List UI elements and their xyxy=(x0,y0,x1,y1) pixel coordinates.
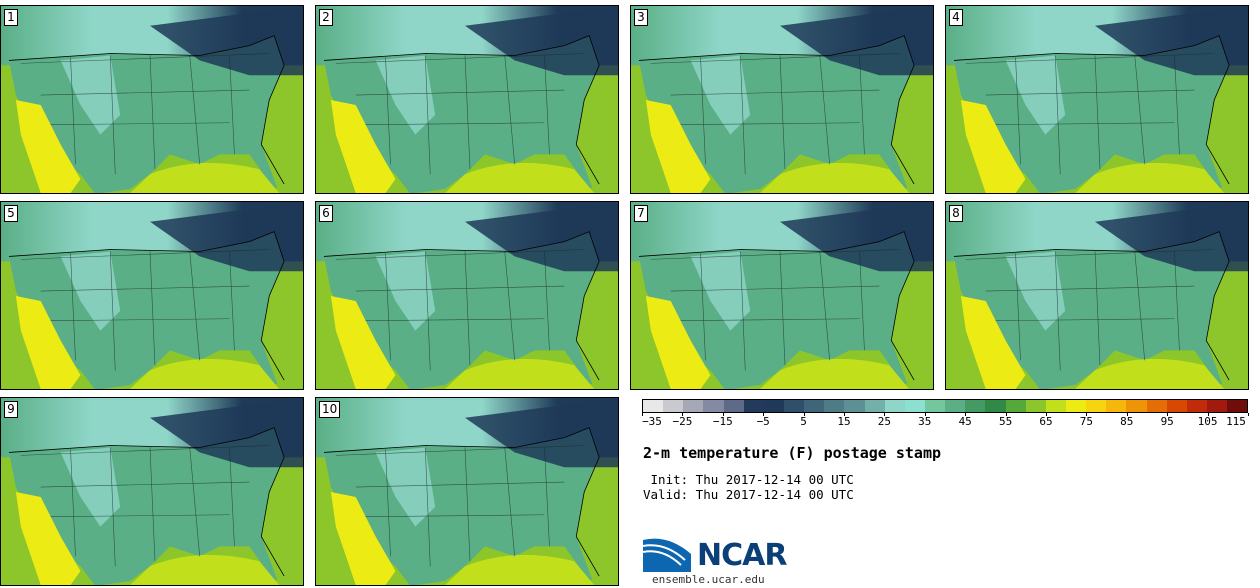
member-label: 3 xyxy=(634,9,648,26)
colorbar-segment xyxy=(924,400,946,412)
colorbar-segment xyxy=(663,400,684,412)
colorbar-tick-label: 45 xyxy=(958,415,972,428)
member-label: 5 xyxy=(4,205,18,222)
colorbar-tick-label: −25 xyxy=(672,415,693,428)
ncar-logo-text: NCAR xyxy=(697,538,787,573)
colorbar-tick-mark xyxy=(1126,413,1128,416)
colorbar-segment xyxy=(1086,400,1107,412)
site-url: ensemble.ucar.edu xyxy=(652,573,765,586)
colorbar-segment xyxy=(904,400,925,412)
colorbar-tick-label: 65 xyxy=(1039,415,1053,428)
colorbar-segment xyxy=(864,400,885,412)
colorbar-segment xyxy=(1146,400,1167,412)
colorbar-segment xyxy=(884,400,905,412)
colorbar-tick-mark xyxy=(1207,413,1209,416)
colorbar-tick-mark xyxy=(642,413,643,416)
member-label: 4 xyxy=(949,9,963,26)
map-panel-6: 6 xyxy=(315,201,619,390)
colorbar-tick-label: −35 xyxy=(642,415,662,428)
colorbar-segment xyxy=(1025,400,1046,412)
init-time: Init: Thu 2017-12-14 00 UTC xyxy=(643,472,854,487)
colorbar-tick-label: 25 xyxy=(877,415,892,428)
colorbar-tick-mark xyxy=(1167,413,1169,416)
member-label: 1 xyxy=(4,9,18,26)
colorbar-segment xyxy=(844,400,865,412)
colorbar-tick-mark xyxy=(844,413,845,416)
colorbar-ticks: −35 −25 −15 −5 5 15 25 35 45 55 65 75 85 95 105 115 xyxy=(642,413,1249,433)
map-panel-10: 10 xyxy=(315,397,619,586)
colorbar-tick-mark xyxy=(1248,413,1249,416)
map-panel-3: 3 xyxy=(630,5,934,194)
map-panel-5: 5 xyxy=(0,201,304,390)
colorbar-segment xyxy=(763,400,784,412)
colorbar-segment xyxy=(723,400,744,412)
colorbar-tick-mark xyxy=(965,413,967,416)
map-panel-1: 1 xyxy=(0,5,304,194)
colorbar-segment xyxy=(1045,400,1066,412)
colorbar-tick-label: 105 xyxy=(1197,415,1218,428)
member-label: 10 xyxy=(319,401,341,418)
colorbar-tick-mark xyxy=(682,413,684,416)
colorbar-tick-mark xyxy=(803,413,805,416)
colorbar-tick-label: 115 xyxy=(1226,415,1246,428)
member-label: 8 xyxy=(949,205,963,222)
colorbar-segment xyxy=(1206,400,1228,412)
map-panel-9: 9 xyxy=(0,397,304,586)
colorbar-segment xyxy=(1186,400,1207,412)
member-label: 7 xyxy=(634,205,648,222)
map-panel-4: 4 xyxy=(945,5,1249,194)
map-panel-8: 8 xyxy=(945,201,1249,390)
colorbar-segment xyxy=(783,400,805,412)
map-panel-2: 2 xyxy=(315,5,619,194)
colorbar-tick-mark xyxy=(884,413,886,416)
colorbar-segment xyxy=(643,400,664,412)
map-panel-7: 7 xyxy=(630,201,934,390)
colorbar-tick-label: −15 xyxy=(712,415,733,428)
colorbar-tick-label: −5 xyxy=(756,415,770,428)
colorbar-segment xyxy=(1166,400,1187,412)
colorbar-tick-mark xyxy=(924,413,926,416)
colorbar-segment xyxy=(743,400,764,412)
colorbar-tick-label: 55 xyxy=(998,415,1013,428)
colorbar xyxy=(642,399,1248,413)
colorbar-segment xyxy=(683,400,704,412)
colorbar-segment xyxy=(1126,400,1147,412)
colorbar-segment xyxy=(1065,400,1087,412)
colorbar-tick-label: 85 xyxy=(1120,415,1134,428)
valid-time: Valid: Thu 2017-12-14 00 UTC xyxy=(643,487,854,502)
colorbar-segment xyxy=(703,400,724,412)
colorbar-tick-label: 15 xyxy=(837,415,851,428)
colorbar-tick-mark xyxy=(1046,413,1047,416)
member-label: 9 xyxy=(4,401,18,418)
colorbar-segment xyxy=(945,400,966,412)
colorbar-tick-label: 5 xyxy=(800,415,807,428)
colorbar-segment xyxy=(1106,400,1127,412)
ncar-logo-icon xyxy=(643,538,691,572)
colorbar-segment xyxy=(804,400,825,412)
colorbar-tick-mark xyxy=(1005,413,1007,416)
colorbar-segment xyxy=(965,400,986,412)
colorbar-tick-mark xyxy=(722,413,724,416)
member-label: 6 xyxy=(319,205,333,222)
colorbar-tick-label: 75 xyxy=(1079,415,1094,428)
member-label: 2 xyxy=(319,9,333,26)
figure-title: 2-m temperature (F) postage stamp xyxy=(643,444,942,462)
colorbar-tick-mark xyxy=(763,413,765,416)
colorbar-tick-label: 35 xyxy=(918,415,932,428)
colorbar-segment xyxy=(1005,400,1026,412)
colorbar-tick-label: 95 xyxy=(1160,415,1174,428)
colorbar-segment xyxy=(985,400,1006,412)
colorbar-tick-mark xyxy=(1086,413,1088,416)
colorbar-segment xyxy=(824,400,845,412)
colorbar-segment xyxy=(1227,400,1248,412)
